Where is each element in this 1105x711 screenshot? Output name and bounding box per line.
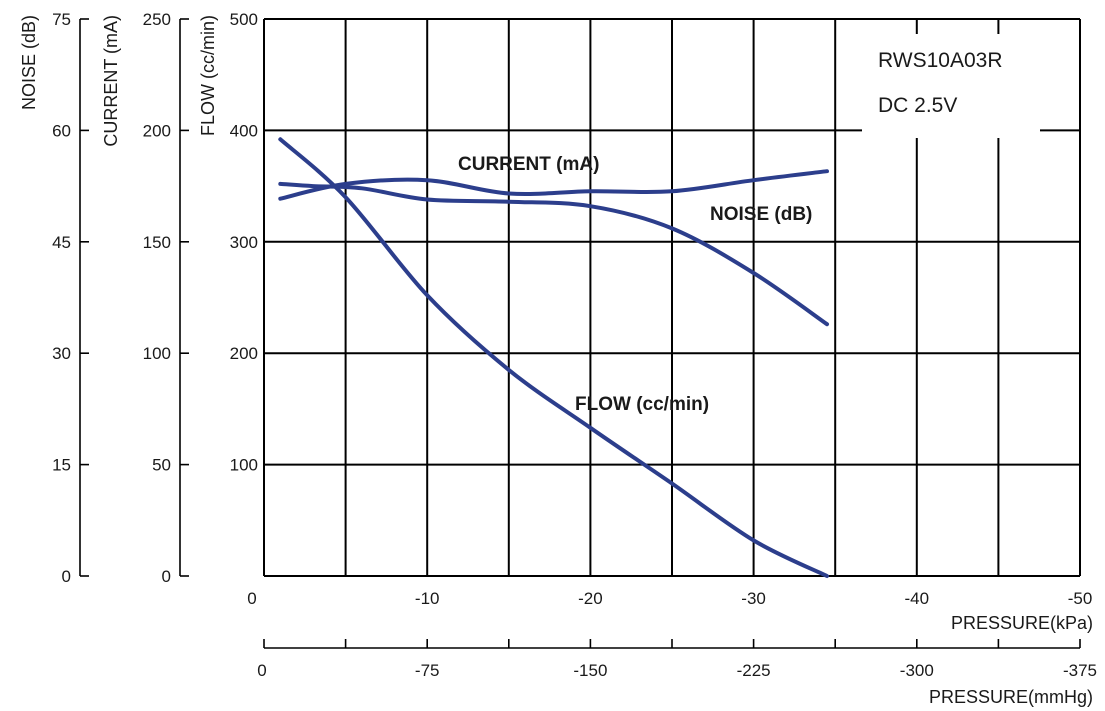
current-tick-label: 250 — [143, 10, 171, 29]
x-tick-label-kpa: -10 — [415, 589, 440, 608]
current-curve-label: CURRENT (mA) — [458, 154, 599, 175]
noise-tick-label: 30 — [52, 344, 71, 363]
x-tick-label-mmhg: -300 — [900, 661, 934, 680]
curves-layer — [278, 137, 829, 578]
current-tick-label: 100 — [143, 344, 171, 363]
noise-tick-label: 75 — [52, 10, 71, 29]
x-tick-label-kpa: -50 — [1068, 589, 1093, 608]
noise-curve-label: NOISE (dB) — [710, 204, 812, 225]
x-tick-label-kpa: -20 — [578, 589, 603, 608]
x-tick-label-kpa: 0 — [247, 589, 256, 608]
model-label: RWS10A03R — [878, 49, 1003, 72]
flow-tick-label: 500 — [230, 10, 258, 29]
noise-tick-label: 45 — [52, 233, 71, 252]
noise-axis-title: NOISE (dB) — [19, 15, 39, 110]
noise-tick-label: 15 — [52, 456, 71, 475]
flow-tick-label: 100 — [230, 456, 258, 475]
x-tick-label-mmhg: -225 — [737, 661, 771, 680]
x-axis-title-kpa: PRESSURE(kPa) — [951, 613, 1093, 633]
flow-tick-label: 200 — [230, 344, 258, 363]
x-tick-label-mmhg: 0 — [257, 661, 266, 680]
current-axis-title: CURRENT (mA) — [101, 15, 121, 147]
x-tick-label-kpa: -40 — [905, 589, 930, 608]
current-tick-label: 150 — [143, 233, 171, 252]
noise-curve — [278, 169, 829, 201]
current-tick-label: 50 — [152, 456, 171, 475]
x-tick-label-mmhg: -75 — [415, 661, 440, 680]
flow-tick-label: 300 — [230, 233, 258, 252]
noise-tick-label: 0 — [62, 567, 71, 586]
flow-curve — [278, 137, 829, 578]
flow-tick-label: 400 — [230, 121, 258, 140]
current-tick-label: 0 — [162, 567, 171, 586]
voltage-label: DC 2.5V — [878, 94, 957, 117]
x-tick-label-kpa: -30 — [741, 589, 766, 608]
current-tick-label: 200 — [143, 121, 171, 140]
info-box — [862, 34, 1040, 138]
flow-axis-title: FLOW (cc/min) — [198, 15, 218, 136]
x-tick-label-mmhg: -150 — [573, 661, 607, 680]
x-tick-label-mmhg: -375 — [1063, 661, 1097, 680]
noise-tick-label: 60 — [52, 121, 71, 140]
axes-layer: 0 -10 -20 -30 -40 -500 -75 -150 -225 -300 -3755004… — [52, 10, 1097, 680]
x-axis-title-mmhg: PRESSURE(mmHg) — [929, 687, 1093, 707]
flow-curve-label: FLOW (cc/min) — [575, 394, 709, 415]
